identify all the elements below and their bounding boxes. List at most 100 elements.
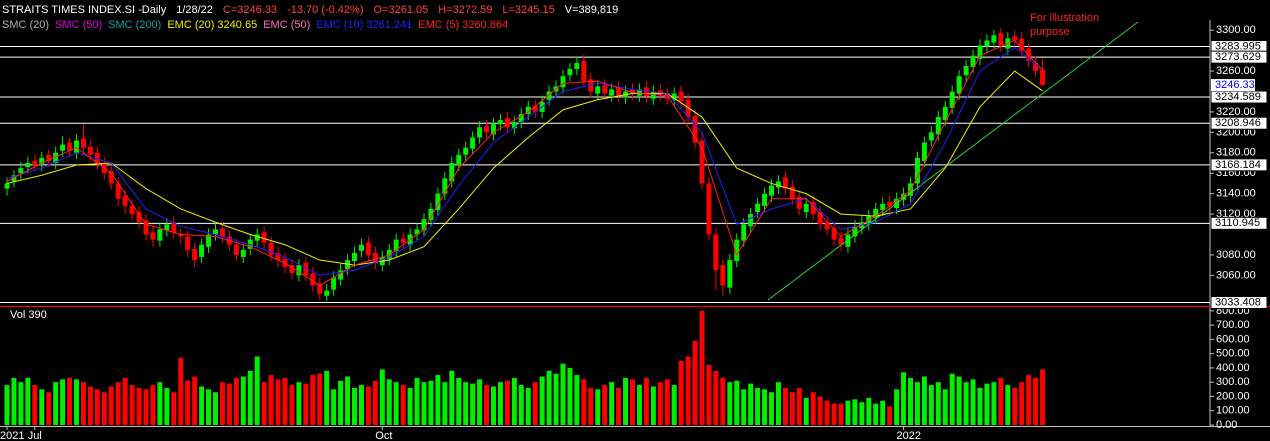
volume-bar [748, 383, 754, 425]
trend-line [767, 21, 1139, 301]
candle-body [122, 195, 128, 206]
candle-body [53, 152, 59, 163]
volume-bar [553, 373, 559, 425]
volume-bar [762, 389, 768, 425]
candle-body [873, 208, 879, 219]
candle-body [268, 242, 274, 255]
volume-bar [532, 382, 538, 425]
volume-bar [1005, 385, 1011, 425]
candle-body [115, 183, 121, 199]
candle-body [678, 91, 684, 102]
x-tick-label: 2022 [897, 430, 921, 441]
candle-body [39, 157, 45, 166]
candle-body [630, 89, 635, 94]
candle-body [803, 203, 809, 213]
volume-bar [449, 370, 455, 425]
volume-bar [289, 385, 295, 425]
candle-body [518, 113, 524, 123]
candle-body [824, 222, 830, 230]
level-label-box [1210, 116, 1268, 130]
volume-bar [692, 340, 698, 425]
x-tick-label: 2021 [0, 430, 24, 441]
candle-body [213, 229, 218, 235]
volume-bar [470, 383, 476, 425]
volume-bar [970, 379, 976, 425]
volume-bar [303, 383, 309, 425]
volume-bar [87, 386, 93, 425]
volume-bar [282, 377, 288, 425]
volume-bar [616, 387, 622, 425]
volume-bar [129, 385, 135, 425]
volume-bar [456, 377, 462, 425]
candle-body [157, 229, 163, 241]
volume-bar [247, 370, 253, 425]
candle-body [414, 229, 420, 235]
volume-bar [435, 375, 441, 425]
candle-body [692, 116, 698, 143]
candle-body [1019, 38, 1025, 51]
volume-bar [428, 380, 434, 425]
level-label: 3168.184 [1215, 159, 1261, 171]
volume-bar [67, 377, 73, 425]
volume-bar [935, 382, 941, 425]
level-label: 3234.589 [1215, 91, 1261, 103]
x-tick-label: Oct [375, 430, 392, 441]
candle-body [94, 152, 100, 163]
candle-body [581, 60, 587, 82]
candle-body [817, 212, 823, 225]
volume-bar [199, 386, 205, 425]
candle-body [567, 69, 573, 76]
volume-bar [928, 385, 934, 425]
candle-body [171, 222, 177, 233]
candle-body [338, 270, 344, 280]
volume-bar [491, 386, 496, 425]
y-tick-label: 3300.00 [1216, 24, 1256, 36]
level-label: 3273.629 [1215, 51, 1261, 63]
volume-bar [574, 375, 580, 425]
candle-body [775, 181, 781, 188]
candle-body [762, 193, 768, 206]
volume-bar [101, 392, 107, 425]
x-tick-label: Jul [28, 430, 42, 441]
volume-bar [39, 389, 45, 425]
volume-bar [206, 389, 212, 425]
volume-bar [32, 385, 38, 425]
volume-bar [894, 389, 900, 425]
candle-body [372, 252, 378, 264]
volume-bar [185, 380, 191, 425]
candle-body [636, 89, 642, 96]
volume-bar [623, 377, 629, 425]
volume-bar [233, 377, 239, 425]
volume-bar [115, 382, 121, 425]
candle-body [477, 127, 483, 138]
legend-entry: SMC (50) [55, 19, 102, 31]
candle-body [324, 290, 330, 296]
candle-body [470, 137, 476, 149]
y-tick-label: 3080.00 [1216, 249, 1256, 261]
volume-bar [817, 396, 823, 425]
volume-bar [60, 379, 66, 425]
candle-body [435, 193, 441, 210]
candle-body [685, 99, 691, 118]
volume-bar [414, 377, 420, 425]
candle-body [574, 62, 580, 70]
candle-body [769, 185, 774, 196]
candle-body [998, 33, 1004, 46]
candle-body [956, 76, 962, 94]
legend-entry: SMC (200) [108, 19, 161, 31]
candle-body [143, 220, 149, 235]
volume-bar [352, 387, 357, 425]
volume-bar [518, 385, 524, 425]
volume-bar [824, 400, 830, 425]
volume-bar [25, 377, 31, 425]
candle-body [671, 93, 677, 100]
header-text: O=3261.05 [374, 4, 429, 16]
candle-body [46, 154, 52, 161]
volume-bar [796, 387, 802, 425]
volume-bar [734, 380, 740, 425]
volume-bar [713, 370, 719, 425]
candle-body [60, 144, 66, 151]
volume-bar [636, 385, 642, 425]
candle-body [984, 40, 990, 47]
volume-bar [956, 376, 962, 425]
